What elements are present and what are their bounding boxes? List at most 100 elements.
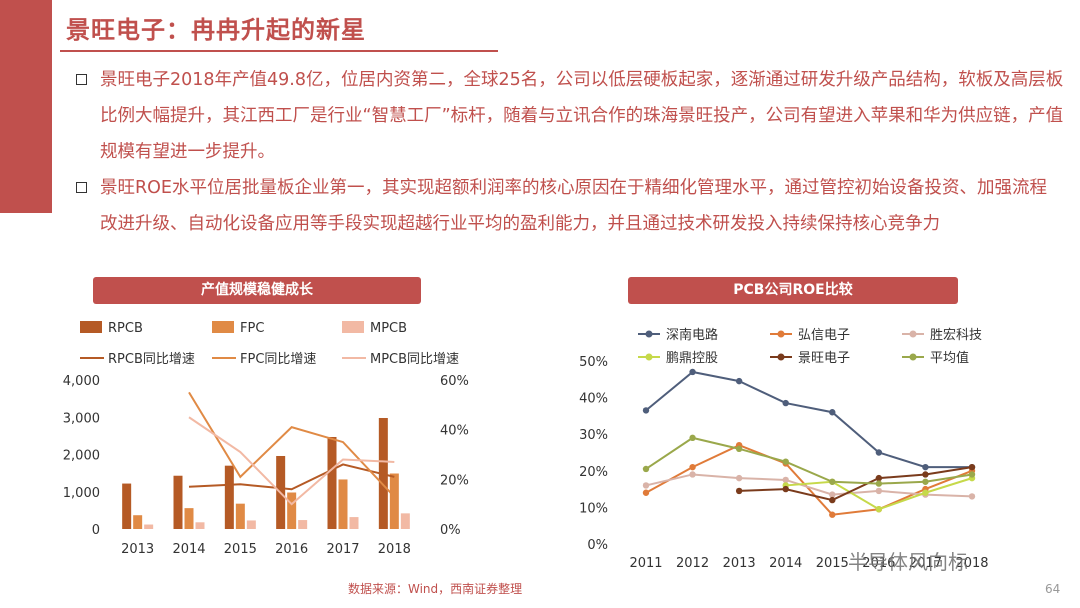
y-tick-label: 0% — [587, 538, 608, 553]
legend-swatch — [342, 321, 364, 333]
roe-point — [642, 482, 650, 489]
roe-line — [739, 466, 973, 502]
roe-point — [689, 368, 696, 376]
roe-point — [689, 463, 696, 471]
roe-point — [968, 493, 976, 500]
roe-point — [689, 471, 696, 478]
roe-point — [782, 399, 789, 407]
y2-tick-label: 60% — [440, 374, 469, 389]
roe-point — [642, 489, 650, 496]
growth-line — [188, 416, 395, 506]
roe-point — [829, 409, 836, 416]
legend-label: 平均值 — [930, 350, 969, 366]
roe-point — [829, 511, 836, 518]
roe-point — [875, 480, 883, 487]
legend-label: 弘信电子 — [798, 328, 850, 343]
title-underline — [60, 50, 498, 52]
roe-point — [735, 445, 743, 453]
x-tick-label: 2015 — [816, 556, 849, 571]
x-tick-label: 2014 — [172, 542, 205, 557]
bar-fpc — [389, 473, 399, 529]
bar-mpcb — [144, 524, 154, 529]
x-tick-label: 2012 — [676, 556, 709, 571]
legend-label: MPCB同比增速 — [370, 352, 459, 367]
roe-point — [875, 449, 883, 456]
bar-rpcb — [224, 465, 234, 529]
side-accent-bar — [0, 0, 52, 213]
legend-label: RPCB — [108, 321, 143, 336]
y2-tick-label: 40% — [440, 424, 469, 439]
y-tick-label: 3,000 — [63, 411, 100, 426]
roe-line — [645, 473, 973, 498]
bar-mpcb — [400, 513, 410, 529]
watermark: 半导体风向标 — [848, 550, 968, 574]
roe-point — [922, 471, 929, 478]
bar-fpc — [287, 492, 297, 529]
roe-point — [782, 485, 789, 493]
x-tick-label: 2016 — [275, 542, 308, 557]
x-tick-label: 2018 — [378, 542, 411, 557]
roe-point — [689, 434, 696, 442]
growth-line — [188, 391, 396, 498]
roe-point — [642, 407, 650, 414]
legend-marker — [909, 353, 917, 361]
page-number: 64 — [1045, 582, 1061, 596]
roe-point — [829, 478, 836, 485]
y-tick-label: 20% — [579, 465, 608, 480]
x-tick-label: 2017 — [909, 556, 942, 571]
legend-label: MPCB — [370, 321, 407, 336]
square-bullet-icon — [76, 182, 87, 193]
roe-point — [642, 465, 650, 473]
square-bullet-icon — [76, 74, 87, 85]
bar-rpcb — [327, 436, 337, 529]
legend-label: RPCB同比增速 — [108, 352, 195, 367]
roe-point — [735, 377, 743, 385]
roe-point — [968, 471, 976, 478]
bar-mpcb — [195, 522, 205, 529]
bar-mpcb — [246, 520, 256, 529]
legend-marker — [777, 330, 785, 338]
roe-point — [875, 474, 883, 482]
roe-point — [829, 496, 836, 504]
legend-label: 胜宏科技 — [930, 328, 982, 343]
y-tick-label: 40% — [579, 392, 608, 407]
bar-fpc — [184, 508, 194, 529]
legend-label: 景旺电子 — [798, 351, 850, 366]
x-tick-label: 2018 — [955, 556, 988, 571]
roe-point — [735, 487, 743, 495]
bar-rpcb — [122, 483, 132, 529]
x-tick-label: 2013 — [121, 542, 154, 557]
chart1-title: 产值规模稳健成长 — [93, 277, 421, 304]
roe-point — [922, 478, 929, 485]
legend-marker — [645, 353, 653, 361]
bullet-text: 景旺ROE水平位居批量板企业第一，其实现超额利润率的核心原因在于精细化管理水平，… — [100, 178, 1047, 234]
y-tick-label: 1,000 — [63, 486, 100, 501]
page-title: 景旺电子：冉冉升起的新星 — [66, 16, 366, 44]
growth-line — [188, 463, 395, 491]
bar-rpcb — [173, 475, 183, 529]
y-tick-label: 0 — [92, 523, 100, 538]
roe-point — [782, 458, 789, 465]
legend-marker — [777, 353, 785, 361]
roe-point — [875, 506, 883, 513]
bar-fpc — [235, 503, 245, 529]
x-tick-label: 2017 — [326, 542, 359, 557]
x-tick-label: 2013 — [723, 556, 756, 571]
y-tick-label: 10% — [579, 501, 608, 516]
legend-swatch — [80, 321, 102, 333]
y2-tick-label: 20% — [440, 473, 469, 488]
data-source-note: 数据来源：Wind，西南证券整理 — [348, 582, 523, 596]
roe-line — [645, 444, 973, 516]
x-tick-label: 2014 — [769, 556, 802, 571]
y-tick-label: 2,000 — [63, 449, 100, 464]
bullet-list: 景旺电子2018年产值49.8亿，位居内资第二，全球25名，公司以低层硬板起家，… — [74, 62, 1064, 242]
legend-marker — [909, 330, 917, 338]
roe-point — [829, 491, 836, 498]
bar-mpcb — [349, 517, 359, 529]
x-tick-label: 2015 — [224, 542, 257, 557]
legend-marker — [645, 330, 653, 338]
bar-mpcb — [298, 520, 308, 529]
roe-point — [922, 463, 929, 471]
bullet-item: 景旺电子2018年产值49.8亿，位居内资第二，全球25名，公司以低层硬板起家，… — [74, 62, 1064, 170]
